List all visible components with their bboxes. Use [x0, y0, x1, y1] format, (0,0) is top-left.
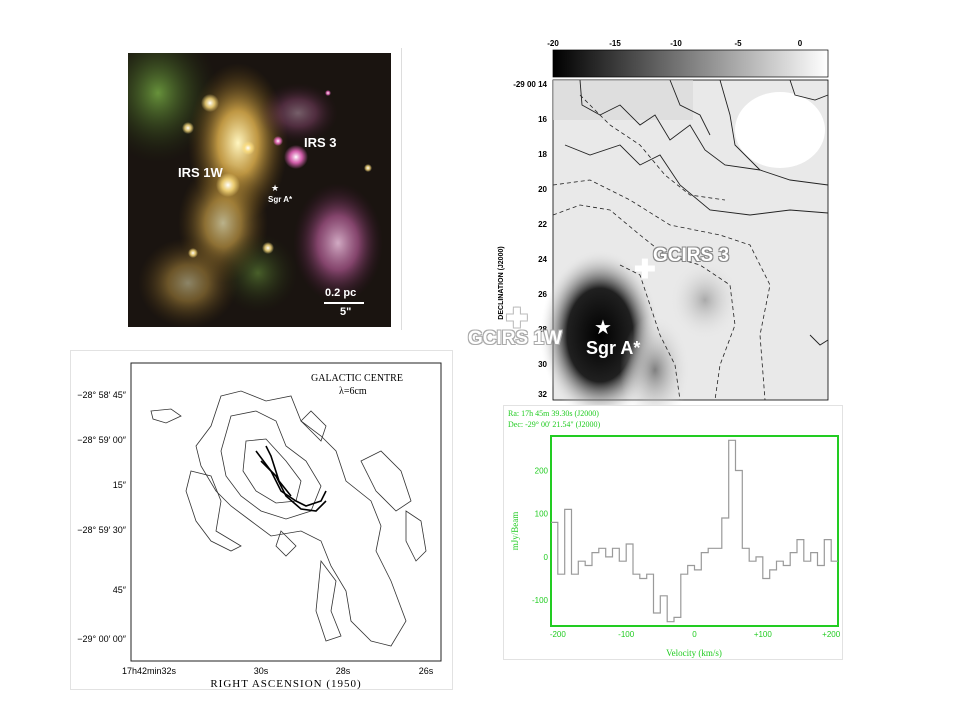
radio-map-panel: GALACTIC CENTRE λ=6cm −28° 58′ 45″ −28° … — [70, 350, 453, 690]
dec-tick: 18 — [538, 150, 547, 159]
radio-y-tick: −28° 59′ 00″ — [77, 435, 127, 445]
ir-image — [128, 53, 391, 327]
scale-arcsec-label: 5" — [340, 306, 352, 318]
sgra-gray-label: Sgr A* — [586, 338, 641, 358]
radio-y-tick: −28° 59′ 30″ — [77, 525, 127, 535]
radio-x-tick: 26s — [419, 666, 434, 676]
dec-tick: 24 — [538, 255, 547, 264]
dec-tick: -29 00 14 — [513, 80, 547, 89]
dec-axis-label: DECLINATION (J2000) — [498, 246, 505, 319]
dec-tick: 28 — [538, 325, 547, 334]
gcirs3-cross-icon: ✚ — [634, 254, 656, 284]
radio-x-axis: 17h42min32s 30s 28s 26s — [122, 666, 434, 676]
irs1w-label: IRS 1W — [178, 165, 223, 180]
radio-y-tick: 15″ — [113, 480, 127, 490]
gcirs3-label: GCIRS 3 — [653, 245, 730, 266]
colorbar — [552, 49, 829, 78]
spectrum-ra: Ra: 17h 45m 39.30s (J2000) — [508, 409, 599, 418]
radio-wavelength: λ=6cm — [339, 386, 367, 397]
colorbar-tick: 0 — [798, 39, 803, 48]
spectrum-x-tick: 0 — [692, 630, 697, 639]
dashed-contours — [552, 94, 771, 401]
colorbar-ticks: -20 -15 -10 -5 0 — [547, 39, 803, 48]
colorbar-tick: -5 — [734, 39, 742, 48]
radio-x-tick: 30s — [254, 666, 269, 676]
spectrum-dec: Dec: -29° 00' 21.54" (J2000) — [508, 420, 601, 429]
radio-frame — [130, 362, 442, 662]
spectrum-y-tick: 0 — [544, 553, 549, 562]
spectrum-x-tick: -100 — [618, 630, 635, 639]
radio-x-tick: 28s — [336, 666, 351, 676]
spectrum-chart: mJy/Beam Velocity (km/s) 200 100 0 -100 -20… — [510, 435, 841, 658]
ir-panel-edge — [401, 48, 402, 330]
bright-region — [735, 92, 825, 168]
sgra-label: Sgr A* — [268, 195, 293, 204]
sgra-star-icon: ★ — [271, 183, 280, 193]
dec-tick: 16 — [538, 115, 547, 124]
dec-tick: 20 — [538, 185, 547, 194]
radio-y-axis: −28° 58′ 45″ −28° 59′ 00″ 15″ −28° 59′ 3… — [77, 390, 127, 644]
radio-bright-core — [255, 445, 327, 512]
ir-image-panel: IRS 3 IRS 1W ★ Sgr A* 0.2 pc 5" — [128, 53, 391, 327]
radio-map: GALACTIC CENTRE λ=6cm −28° 58′ 45″ −28° … — [77, 362, 442, 690]
dec-tick: 22 — [538, 220, 547, 229]
radio-x-label: RIGHT ASCENSION (1950) — [210, 678, 361, 690]
scale-bar — [324, 302, 364, 304]
spectrum-y-tick: -100 — [532, 596, 549, 605]
radio-y-tick: −29° 00′ 00″ — [77, 634, 127, 644]
colorbar-tick: -15 — [609, 39, 621, 48]
gcirs1w-cross-icon: ✚ — [506, 303, 528, 333]
dec-tick: 32 — [538, 390, 547, 399]
spectrum-y-tick: 100 — [535, 510, 549, 519]
spectrum-x-label: Velocity (km/s) — [666, 648, 722, 658]
spectrum-x-tick: -200 — [550, 630, 567, 639]
gray-map-panel: -20 -15 -10 -5 0 -29 00 1 — [490, 35, 830, 425]
scale-pc-label: 0.2 pc — [325, 287, 357, 299]
spectrum-x-tick: +200 — [822, 630, 841, 639]
dec-tick: 26 — [538, 290, 547, 299]
spectrum-series-line — [551, 439, 838, 623]
dec-axis: -29 00 14 16 18 20 22 24 26 28 30 32 — [513, 80, 547, 399]
radio-contours — [150, 390, 427, 647]
spectrum-panel: Ra: 17h 45m 39.30s (J2000) Dec: -29° 00'… — [503, 405, 843, 660]
colorbar-tick: -20 — [547, 39, 559, 48]
dec-tick: 30 — [538, 360, 547, 369]
gray-map: -20 -15 -10 -5 0 -29 00 1 — [498, 39, 829, 425]
sgra-star-gray-icon: ★ — [594, 317, 612, 339]
spectrum-frame — [550, 435, 839, 627]
radio-x-tick: 17h42min32s — [122, 666, 177, 676]
spectrum-y-tick: 200 — [535, 467, 549, 476]
radio-y-tick: 45″ — [113, 585, 127, 595]
gcirs1w-label: GCIRS 1W — [468, 328, 562, 349]
radio-y-tick: −28° 58′ 45″ — [77, 390, 127, 400]
radio-title: GALACTIC CENTRE — [311, 373, 403, 384]
spectrum-y-label: mJy/Beam — [510, 512, 520, 551]
colorbar-tick: -10 — [670, 39, 682, 48]
irs3-label: IRS 3 — [304, 135, 337, 150]
spectrum-x-tick: +100 — [754, 630, 773, 639]
